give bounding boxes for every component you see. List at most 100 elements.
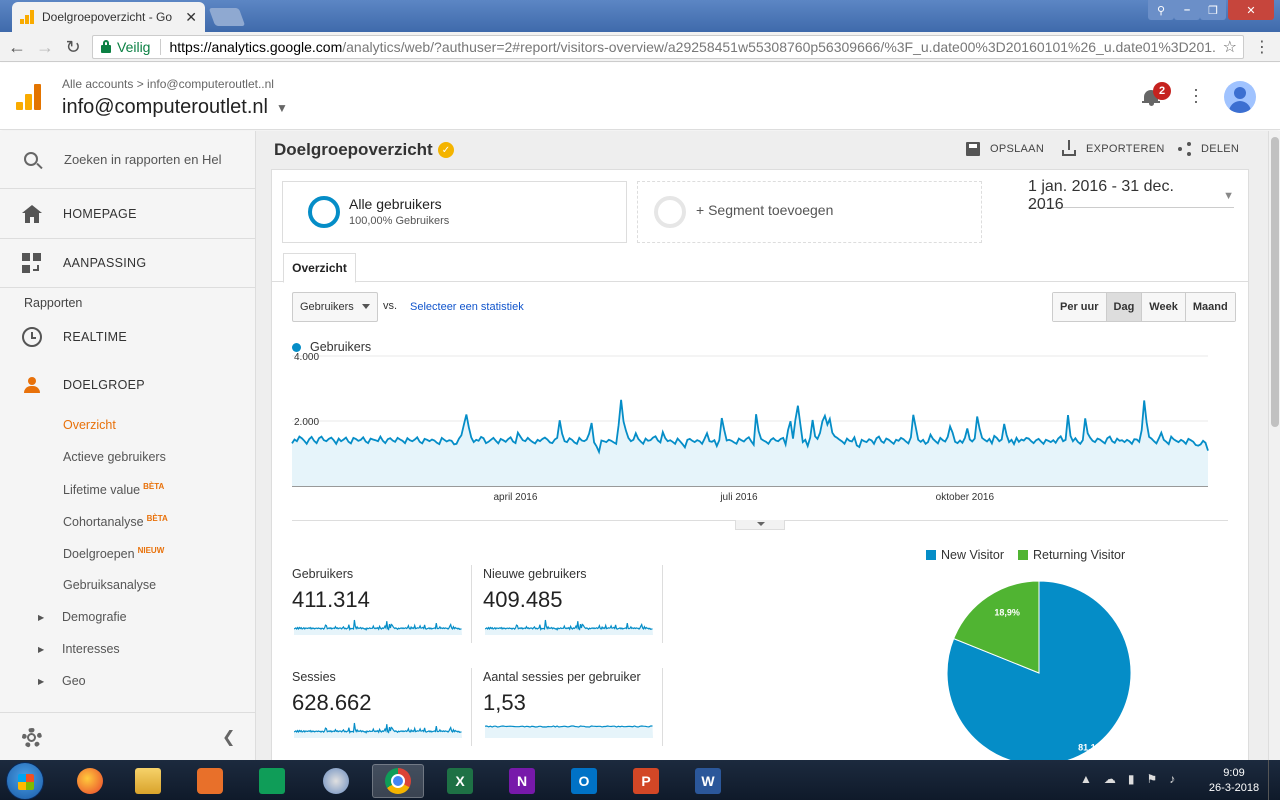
expand-triangle-icon[interactable]: ▶ (38, 613, 45, 622)
kpi-sessies[interactable]: Sessies 628.662 (292, 670, 467, 750)
window-close-button[interactable]: ✕ (1228, 0, 1274, 20)
onedrive-icon[interactable]: ☁ (1103, 772, 1116, 786)
sidebar-search[interactable]: Zoeken in rapporten en Hel (0, 131, 255, 189)
granularity-day-button[interactable]: Dag (1106, 293, 1143, 321)
add-segment-button[interactable]: + Segment toevoegen (637, 181, 982, 243)
pie-legend: New Visitor Returning Visitor (926, 548, 1139, 562)
select-statistic-link[interactable]: Selecteer een statistiek (410, 301, 524, 313)
kpi-gebruikers[interactable]: Gebruikers 411.314 (292, 567, 467, 647)
segment-title: Alle gebruikers (349, 196, 442, 212)
url-separator (160, 39, 162, 55)
sidebar-subitem-demografie[interactable]: Demografie (62, 610, 127, 624)
sidebar-item-aanpassing[interactable]: AANPASSING (0, 239, 255, 287)
browser-tab-active[interactable]: Doelgroepoverzicht - Go ✕ (12, 2, 205, 32)
taskbar-app-word[interactable]: W (682, 764, 734, 798)
account-breadcrumb[interactable]: Alle accounts > info@computeroutlet..nl (62, 77, 274, 91)
vs-label: vs. (383, 300, 398, 312)
sidebar-subitem-doelgroepen[interactable]: Doelgroepen NIEUW (63, 546, 165, 562)
window-maximize-button[interactable]: ❐ (1200, 0, 1226, 20)
kpi-sparkline (485, 619, 653, 635)
more-options-icon[interactable]: ··· (1187, 87, 1207, 105)
gear-icon[interactable] (22, 728, 42, 748)
export-button[interactable]: EXPORTEREN (1062, 140, 1165, 156)
notification-badge[interactable]: 2 (1153, 82, 1171, 100)
outlook-icon: O (571, 768, 597, 794)
granularity-week-button[interactable]: Week (1142, 293, 1186, 321)
sidebar-item-doelgroep[interactable]: DOELGROEP (0, 361, 255, 409)
tab-overzicht[interactable]: Overzicht (283, 253, 356, 283)
user-avatar[interactable] (1224, 81, 1256, 113)
sidebar-subitem-interesses[interactable]: Interesses (62, 642, 120, 656)
taskbar-app-explorer[interactable] (122, 764, 174, 798)
kpi-value: 409.485 (483, 587, 563, 612)
clock-time: 9:09 (1223, 767, 1245, 779)
address-bar[interactable]: Veilig https://analytics.google.com/anal… (92, 35, 1244, 59)
taskbar-app-outlook[interactable]: O (558, 764, 610, 798)
pie-slice-returning-visitor[interactable] (953, 580, 1040, 674)
browser-tabbar: Doelgroepoverzicht - Go ✕ ⚲ – ❐ ✕ (0, 0, 1280, 32)
reload-icon[interactable]: ↻ (65, 36, 81, 57)
taskbar-app-media[interactable] (184, 764, 236, 798)
search-input[interactable]: Zoeken in rapporten en Hel (64, 152, 222, 167)
window-minimize-button[interactable]: – (1174, 0, 1200, 20)
flag-icon[interactable]: ⚑ (1146, 772, 1158, 786)
metric-dropdown[interactable]: Gebruikers (292, 292, 378, 322)
secure-label: Veilig (117, 39, 151, 55)
show-desktop-button[interactable] (1268, 760, 1280, 800)
window-user-button[interactable]: ⚲ (1148, 0, 1174, 20)
taskbar-app-firefox[interactable] (64, 764, 116, 798)
kpi-sessies-per-gebruiker[interactable]: Aantal sessies per gebruiker 1,53 (483, 670, 658, 750)
back-arrow-icon[interactable]: ← (8, 36, 26, 57)
page-scrollbar[interactable] (1268, 131, 1280, 760)
chrome-menu-icon[interactable]: ⋮ (1254, 39, 1270, 56)
sidebar-item-realtime[interactable]: REALTIME (0, 313, 255, 361)
kpi-nieuwe-gebruikers[interactable]: Nieuwe gebruikers 409.485 (483, 567, 658, 647)
analytics-favicon-icon (20, 10, 34, 24)
forward-arrow-icon[interactable]: → (36, 36, 54, 57)
tray-expand-icon[interactable]: ▲ (1080, 772, 1092, 786)
pie-legend-new[interactable]: New Visitor (926, 548, 1004, 562)
sidebar-item-homepage[interactable]: HOMEPAGE (0, 190, 255, 238)
granularity-month-button[interactable]: Maand (1185, 293, 1235, 321)
analytics-logo-icon[interactable] (16, 84, 42, 110)
start-button[interactable] (6, 762, 44, 800)
taskbar-app-chrome[interactable] (372, 764, 424, 798)
taskbar-app-other[interactable] (310, 764, 362, 798)
battery-icon[interactable]: ▮ (1127, 772, 1135, 786)
scrollbar-thumb[interactable] (1271, 137, 1279, 427)
y-tick-label: 2.000 (294, 417, 319, 428)
taskbar-app-sheets[interactable] (246, 764, 298, 798)
pie-legend-returning[interactable]: Returning Visitor (1017, 548, 1125, 562)
explorer-icon (135, 768, 161, 794)
url-text[interactable]: https://analytics.google.com/analytics/w… (169, 39, 1217, 55)
bookmark-star-icon[interactable]: ☆ (1222, 39, 1237, 56)
taskbar-app-onenote[interactable]: N (496, 764, 548, 798)
sidebar-subitem-cohortanalyse[interactable]: Cohortanalyse BÈTA (63, 514, 168, 530)
windows-taskbar: X N O P W ▲ ☁ ▮ ⚑ ♪ 9:09 26-3-2018 (0, 760, 1280, 800)
expand-triangle-icon[interactable]: ▶ (38, 645, 45, 654)
share-icon (1177, 142, 1191, 156)
collapse-sidebar-icon[interactable]: ❮ (222, 729, 236, 746)
sidebar-subitem-gebruiksanalyse[interactable]: Gebruiksanalyse (63, 578, 157, 592)
tab-close-icon[interactable]: ✕ (185, 8, 197, 25)
expand-triangle-icon[interactable]: ▶ (38, 677, 45, 686)
segment-all-users[interactable]: Alle gebruikers 100,00% Gebruikers (282, 181, 627, 243)
share-button[interactable]: DELEN (1177, 142, 1239, 156)
account-selector[interactable]: info@computeroutlet.nl ▼ (62, 96, 288, 119)
save-button[interactable]: OPSLAAN (966, 142, 1044, 156)
taskbar-clock[interactable]: 9:09 26-3-2018 (1204, 766, 1264, 796)
sidebar-subitem-overzicht[interactable]: Overzicht (63, 418, 116, 432)
date-range-picker[interactable]: 1 jan. 2016 - 31 dec. 2016 ▼ (1028, 178, 1234, 213)
sidebar-subitem-actieve-gebruikers[interactable]: Actieve gebruikers (63, 450, 166, 464)
granularity-toggle: Per uur Dag Week Maand (1052, 292, 1236, 322)
new-tab-button[interactable] (208, 8, 246, 26)
sparkline-line (294, 619, 462, 631)
taskbar-app-ppt[interactable]: P (620, 764, 672, 798)
series-line-gebruikers[interactable] (291, 399, 1209, 455)
chart-resize-handle[interactable] (735, 520, 785, 530)
taskbar-app-excel[interactable]: X (434, 764, 486, 798)
sidebar-subitem-lifetime-value[interactable]: Lifetime value BÈTA (63, 482, 165, 498)
volume-icon[interactable]: ♪ (1169, 772, 1176, 786)
granularity-hour-button[interactable]: Per uur (1053, 293, 1107, 321)
sidebar-subitem-geo[interactable]: Geo (62, 674, 86, 688)
